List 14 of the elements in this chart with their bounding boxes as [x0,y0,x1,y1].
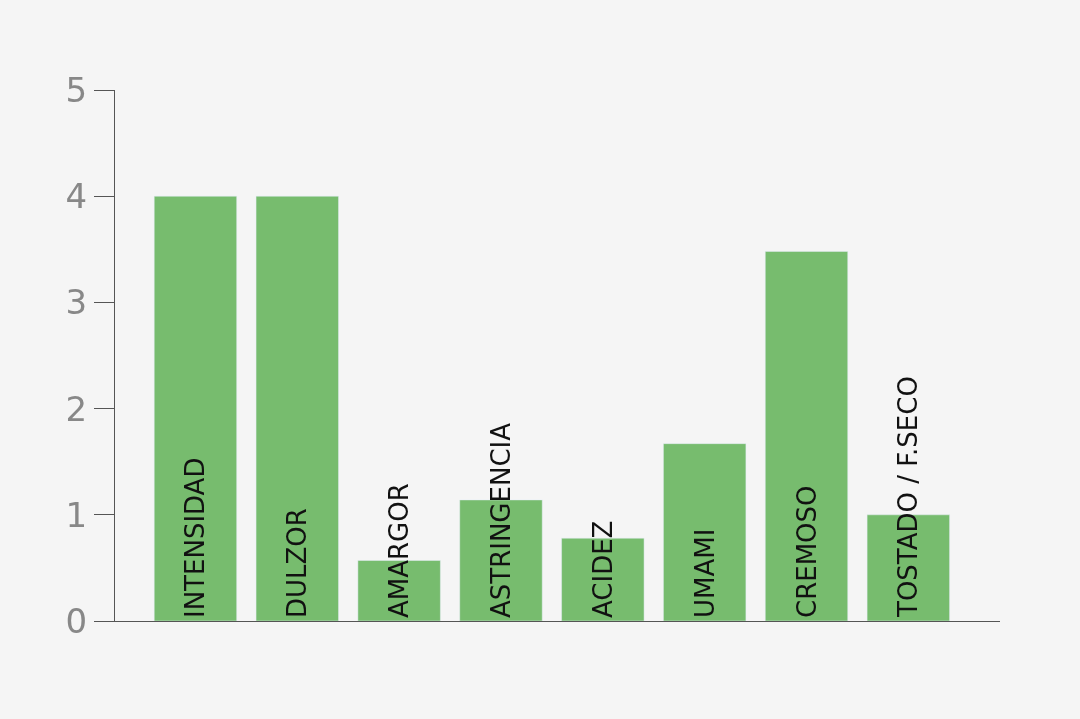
x-tick-label: AMARGOR [384,483,415,618]
y-tick-label: 3 [65,282,88,323]
x-tick-label: DULZOR [282,508,313,618]
x-tick-label: INTENSIDAD [180,457,211,618]
y-tick-label: 4 [65,176,88,217]
x-tick-label: ASTRINGENCIA [485,422,516,618]
y-tick-label: 0 [65,600,88,641]
x-tick-label: CREMOSO [791,485,822,618]
y-tick-label: 1 [65,494,88,535]
x-tick-label: UMAMI [689,528,720,618]
x-tick-label: ACIDEZ [587,520,618,618]
y-tick-label: 5 [65,69,88,110]
y-tick-label: 2 [65,388,88,429]
x-tick-label: TOSTADO / F.SECO [893,376,924,618]
